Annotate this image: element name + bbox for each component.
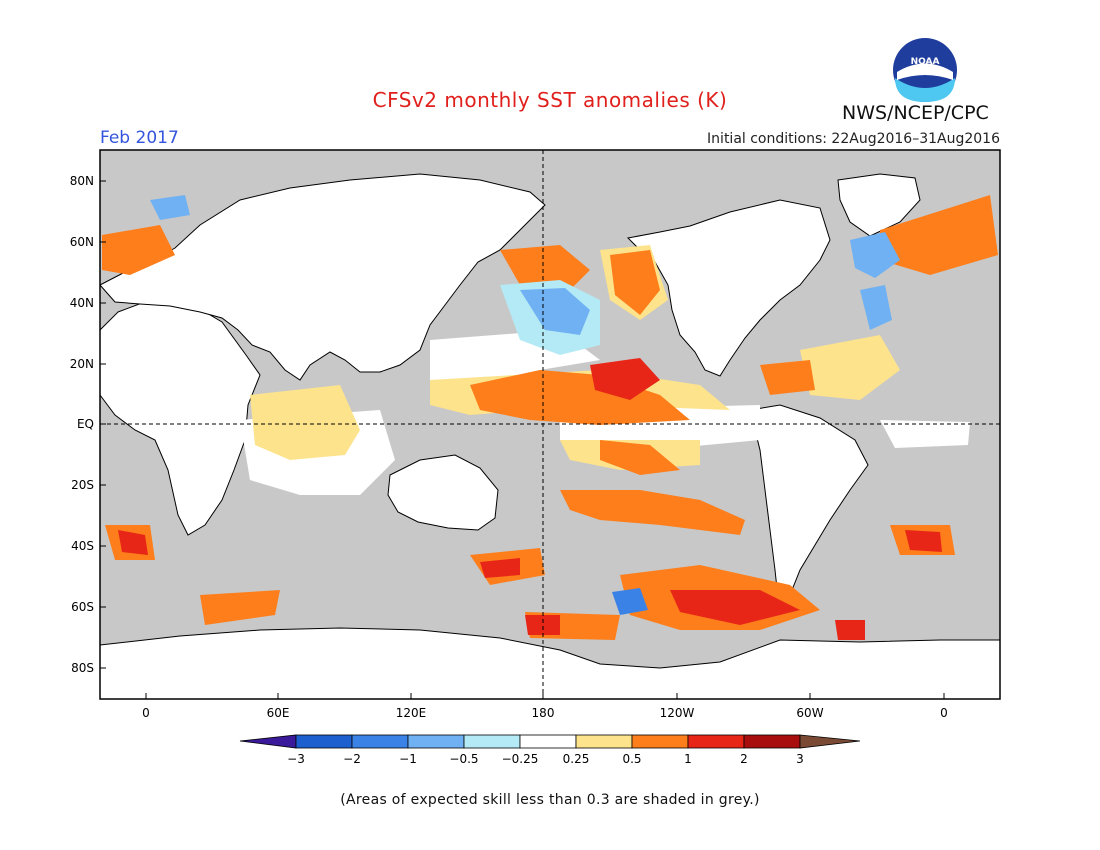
lon-label: 120W [660,706,695,720]
lat-label: 60N [70,235,94,249]
colorbar-left-arrow [239,734,297,749]
anomaly-cool-barents [150,195,190,220]
noaa-logo: NOAA [893,38,957,102]
colorbar-segment [575,734,633,749]
figure-title: CFSv2 monthly SST anomalies (K) [372,88,728,112]
colorbar-segment [295,734,353,749]
anomaly-strong-warm-sw-atlantic [905,530,942,552]
anomaly-strong-warm-amundsen [835,620,865,640]
continent-north-america [626,199,831,377]
anomaly-neutral-atlantic-eq [880,420,970,448]
anomaly-warm-south-indian [200,590,280,625]
lat-label: 80S [71,661,94,675]
anomaly-warm-central-pacific [470,370,690,425]
lon-label: 0 [142,706,150,720]
sst-anomaly-patches [102,195,998,640]
agency-label: NWS/NCEP/CPC [842,102,989,124]
continent-greenland [837,173,921,237]
colorbar-segment [519,734,577,749]
colorbar-tick-label: 1 [684,752,692,766]
colorbar-segment [687,734,745,749]
colorbar-tick-label: −0.25 [502,752,539,766]
colorbar-tick-label: 0.25 [563,752,590,766]
lat-label: 40S [71,539,94,553]
lon-labels: 0 60E 120E 180 120W 60W 0 [142,706,948,720]
colorbar-tick-labels: −3 −2 −1 −0.5 −0.25 0.25 0.5 1 2 3 [287,752,804,766]
lon-label: 120E [396,706,427,720]
anomaly-strong-warm-central-pacific [590,358,660,400]
colorbar-tick-label: 0.5 [622,752,641,766]
lat-labels: 80N 60N 40N 20N EQ 20S 40S 60S 80S [70,174,94,675]
colorbar-segment [407,734,465,749]
colorbar-tick-label: 2 [740,752,748,766]
continent-africa [99,299,261,536]
anomaly-strong-warm-se-atlantic [118,530,148,555]
continent-australia [387,454,499,531]
lat-label: 20N [70,357,94,371]
lat-label: 80N [70,174,94,188]
lon-label: 180 [532,706,555,720]
colorbar-tick-label: −2 [343,752,361,766]
lon-label: 60E [267,706,290,720]
colorbar-tick-label: 3 [796,752,804,766]
continents [99,173,1001,700]
logo-gull [897,63,953,80]
anomaly-strong-warm-tasman [480,558,520,578]
lon-label: 60W [796,706,823,720]
anomaly-cool-north-atlantic [850,232,900,278]
continent-eurasia [99,173,546,381]
logo-wave [895,78,955,102]
lat-label: EQ [77,417,94,431]
lon-label: 0 [940,706,948,720]
anomaly-cool-labrador [860,285,892,330]
anomaly-warm-south-pacific [560,490,745,535]
colorbar-segment [463,734,521,749]
anomaly-weak-warm-atlantic [800,335,900,400]
anomaly-warm-north-sea [102,225,175,275]
lat-label: 60S [71,600,94,614]
skill-footnote: (Areas of expected skill less than 0.3 a… [340,792,760,808]
colorbar-tick-label: −0.5 [449,752,478,766]
lat-label: 20S [71,478,94,492]
logo-text: NOAA [911,57,940,67]
anomaly-warm-atlantic-gulf [760,360,815,395]
anomaly-warm-north-atlantic [880,195,998,275]
valid-month-label: Feb 2017 [100,128,179,148]
lat-ticks [100,180,106,669]
lon-ticks [145,693,945,699]
colorbar-segment [631,734,689,749]
anomaly-warm-gulf-alaska [610,250,660,315]
colorbar-segment [743,734,801,749]
colorbar-right-arrow [799,734,861,749]
map-panel: 80N 60N 40N 20N EQ 20S 40S 60S 80S 0 60E… [70,149,1001,720]
anomaly-warm-eq-east-pacific [600,440,680,475]
colorbar-tick-label: −3 [287,752,305,766]
lat-label: 40N [70,296,94,310]
anomaly-warm-north-pacific [500,245,590,290]
anomaly-moderate-cool-north-pacific [520,288,590,335]
colorbar: −3 −2 −1 −0.5 −0.25 0.25 0.5 1 2 3 [239,734,861,766]
anomaly-weak-warm-indian [250,385,360,460]
anomaly-strong-warm-ross [525,615,560,635]
initial-conditions-label: Initial conditions: 22Aug2016–31Aug2016 [707,131,1000,147]
continent-south-america [749,404,869,601]
anomaly-cool-southern-ocean [612,588,648,615]
anomaly-strong-warm-southern-ocean [670,590,800,625]
colorbar-tick-label: −1 [399,752,417,766]
colorbar-segment [351,734,409,749]
